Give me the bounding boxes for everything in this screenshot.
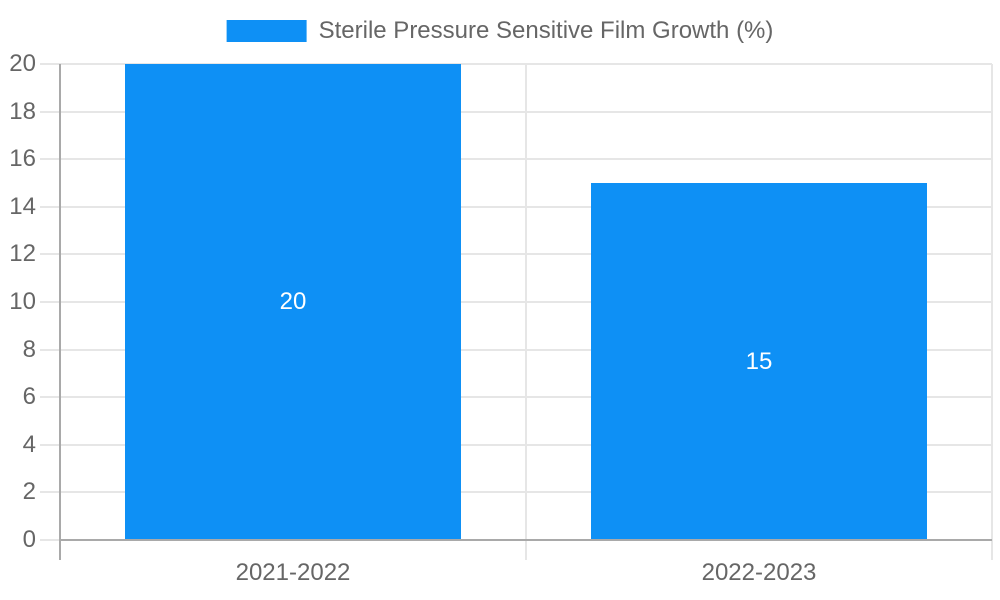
bar[interactable] [124, 64, 462, 540]
gridline-horizontal [40, 205, 992, 208]
y-tick-label: 10 [9, 288, 36, 315]
y-axis-line [59, 64, 61, 560]
y-tick-label: 16 [9, 145, 36, 173]
y-tick-label: 8 [22, 335, 36, 363]
y-tick-label: 6 [22, 383, 36, 411]
gridline-horizontal [40, 491, 992, 494]
plot-area: 0 2 4 6 8 10 12 14 16 18 20 20 2021-2022 15 2022-2023 [9, 50, 993, 586]
y-tick-label: 2 [22, 478, 36, 506]
bar[interactable] [590, 183, 928, 540]
legend[interactable]: Sterile Pressure Sensitive Film Growth (… [226, 17, 774, 45]
x-tick-label: 2021-2022 [235, 559, 351, 586]
y-tick-label: 0 [22, 526, 36, 553]
gridline-horizontal [40, 301, 992, 303]
y-tick-label: 12 [9, 240, 36, 268]
x-axis-line [60, 539, 992, 541]
gridline-horizontal [40, 443, 992, 446]
legend-swatch [226, 20, 307, 42]
gridline-vertical [525, 64, 527, 560]
gridline-horizontal [40, 348, 992, 351]
y-tick-label: 18 [9, 97, 36, 125]
y-tick-label: 14 [9, 192, 36, 220]
y-tick-label: 20 [9, 50, 36, 77]
legend-label: Sterile Pressure Sensitive Film Growth (… [318, 17, 774, 44]
x-tick-label: 2022-2023 [701, 559, 817, 586]
bar-value-label: 15 [745, 347, 773, 375]
gridline-horizontal [40, 158, 992, 161]
gridline-horizontal [40, 63, 992, 65]
gridline-horizontal [40, 396, 992, 399]
bar-value-label: 20 [279, 288, 307, 315]
gridline-vertical [991, 64, 993, 560]
gridline-horizontal [40, 110, 992, 113]
y-tick-label: 4 [22, 430, 36, 458]
gridline-horizontal [40, 253, 992, 256]
